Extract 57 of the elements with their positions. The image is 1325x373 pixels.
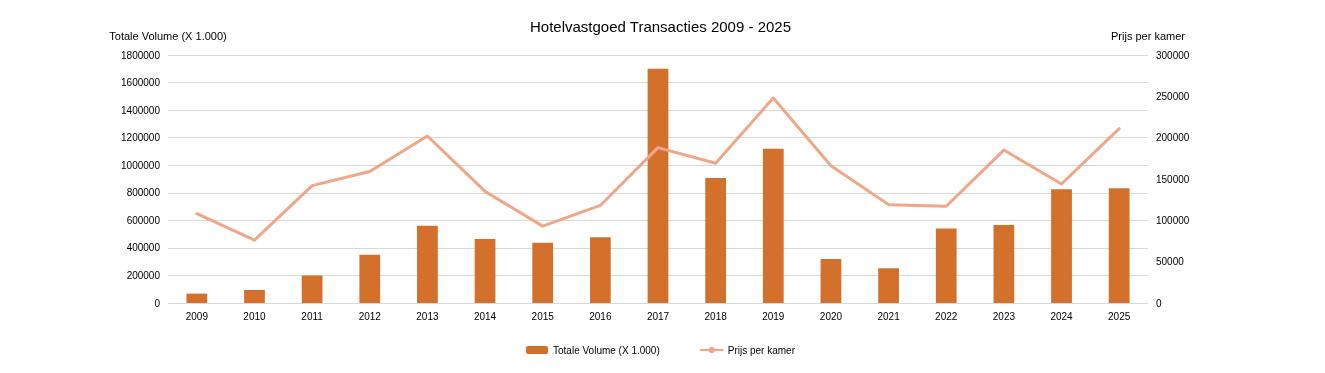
y-tick-label: 0 [154, 297, 161, 309]
bar [1051, 189, 1072, 303]
bar [647, 68, 669, 303]
x-tick-label: 2013 [416, 310, 439, 322]
y-tick-label: 400000 [126, 242, 161, 254]
bar [705, 178, 727, 303]
x-tick-label: 2009 [185, 310, 209, 322]
bar [244, 289, 265, 303]
y2-tick-label: 50000 [1156, 256, 1185, 268]
legend-label: Prijs per kamer [727, 344, 796, 356]
x-tick-label: 2022 [935, 310, 958, 322]
x-tick-label: 2024 [1050, 310, 1074, 322]
x-tick-label: 2025 [1108, 310, 1131, 322]
y2-axis-title: Prijs per kamer [1111, 29, 1186, 42]
y-axis-title: Totale Volume (X 1.000) [109, 29, 227, 42]
y-tick-label: 1000000 [121, 159, 161, 171]
y2-tick-label: 200000 [1156, 132, 1190, 144]
y2-tick-label: 0 [1156, 297, 1162, 309]
y-tick-label: 1200000 [121, 132, 161, 144]
bar [301, 275, 323, 303]
y2-tick-label: 150000 [1156, 173, 1190, 185]
x-tick-label: 2021 [877, 310, 901, 322]
bar [589, 237, 611, 303]
y-tick-label: 1800000 [121, 49, 161, 61]
legend-label: Totale Volume (X 1.000) [553, 344, 660, 356]
y2-tick-label: 250000 [1156, 90, 1190, 102]
bar [1108, 188, 1130, 303]
bar [417, 225, 438, 303]
bar [359, 254, 381, 303]
x-tick-label: 2015 [531, 310, 555, 322]
bar [532, 242, 554, 303]
y-tick-label: 1400000 [121, 104, 161, 116]
bar [820, 258, 842, 303]
x-tick-label: 2018 [704, 310, 728, 322]
x-tick-label: 2020 [819, 310, 843, 322]
bar [935, 228, 957, 303]
y2-tick-label: 300000 [1156, 49, 1190, 61]
x-tick-label: 2016 [589, 310, 612, 322]
x-tick-label: 2014 [473, 310, 497, 322]
y2-tick-label: 100000 [1156, 214, 1190, 226]
y-tick-label: 200000 [126, 269, 161, 281]
x-tick-label: 2017 [646, 310, 670, 322]
chart-title: Hotelvastgoed Transacties 2009 - 2025 [530, 18, 791, 35]
bar [762, 148, 784, 303]
x-tick-label: 2011 [301, 310, 324, 322]
bar [878, 268, 899, 303]
x-tick-label: 2010 [243, 310, 267, 322]
x-tick-label: 2012 [358, 310, 382, 322]
bar [993, 225, 1015, 303]
y-tick-label: 600000 [126, 214, 161, 226]
y-tick-label: 1600000 [121, 77, 161, 89]
x-tick-label: 2023 [992, 310, 1016, 322]
bar [186, 293, 208, 303]
x-tick-label: 2019 [762, 310, 785, 322]
line-series [195, 96, 1121, 242]
y-tick-label: 800000 [126, 187, 161, 199]
bar [474, 239, 496, 303]
